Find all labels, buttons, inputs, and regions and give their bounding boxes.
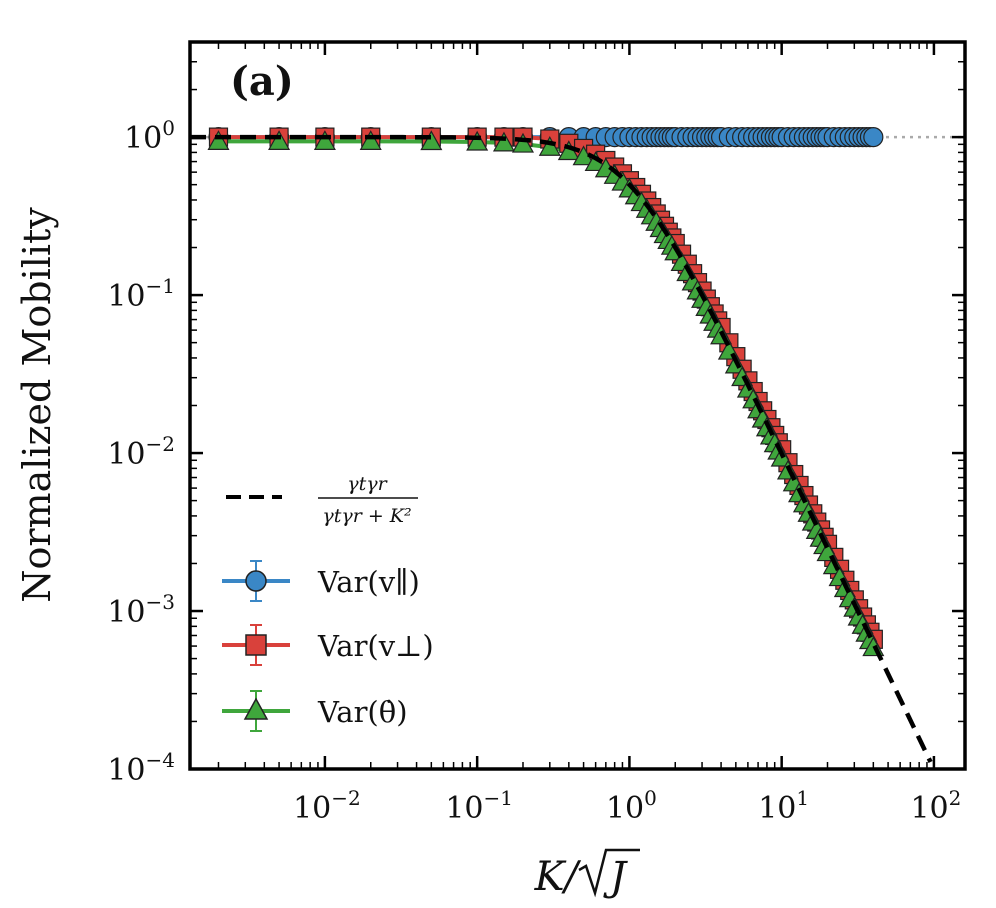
data-point-theta — [466, 130, 489, 151]
data-point-theta — [207, 130, 230, 150]
data-point-theta — [492, 131, 515, 152]
data-point-theta — [538, 136, 561, 156]
legend-label-perp: Var(v⊥) — [317, 629, 434, 663]
x-tick-label: 102 — [910, 786, 961, 826]
legend-label-parallel: Var(v∥) — [317, 565, 420, 599]
theory-curve — [189, 134, 933, 763]
panel-label: (a) — [230, 58, 294, 105]
data-point-theta — [268, 130, 291, 150]
legend-entry-parallel: Var(v∥) — [222, 560, 420, 602]
data-point-theta — [359, 130, 382, 150]
y-tick-label: 10−1 — [107, 274, 175, 314]
legend-label-theta: Var(θ̇) — [317, 695, 408, 729]
ticks: 10−2 10−1 100 101 102 10−4 10−3 10−2 10−1 100 — [107, 41, 965, 826]
legend-entry-theta: Var(θ̇) — [222, 690, 408, 732]
series-line-2 — [218, 139, 876, 649]
legend: γtγr γtγr + K² Var(v∥) Var(v⊥) Var(θ̇) — [222, 473, 434, 732]
plot-area — [189, 127, 965, 763]
x-tick-label: 10−2 — [293, 786, 361, 826]
y-tick-label: 10−2 — [107, 432, 175, 472]
data-point-parallel — [863, 127, 884, 148]
x-axis-title-main: K/ — [534, 854, 582, 900]
legend-theory-denominator: γtγr + K² — [322, 505, 411, 527]
x-tick-label: 100 — [606, 786, 657, 826]
legend-entry-perp: Var(v⊥) — [222, 624, 434, 666]
legend-marker-circle — [245, 570, 267, 592]
x-axis-title-sqrt-arg: J — [603, 854, 628, 900]
x-tick-label: 10−1 — [445, 786, 513, 826]
legend-marker-square — [245, 634, 267, 656]
data-point-theta — [420, 130, 443, 151]
data-point-theta — [511, 132, 535, 153]
y-tick-label: 10−3 — [107, 590, 175, 630]
legend-theory-numerator: γtγr — [347, 473, 388, 495]
x-tick-label: 101 — [758, 786, 809, 826]
x-axis-title: K/ J — [534, 848, 640, 900]
sqrt-symbol — [578, 848, 640, 898]
y-tick-label: 10−4 — [107, 748, 175, 788]
y-tick-label: 100 — [124, 116, 175, 156]
legend-marker-triangle — [243, 697, 269, 720]
y-axis-title: Normalized Mobility — [15, 207, 59, 603]
data-point-theta — [313, 130, 336, 150]
series-line-1 — [218, 135, 876, 641]
